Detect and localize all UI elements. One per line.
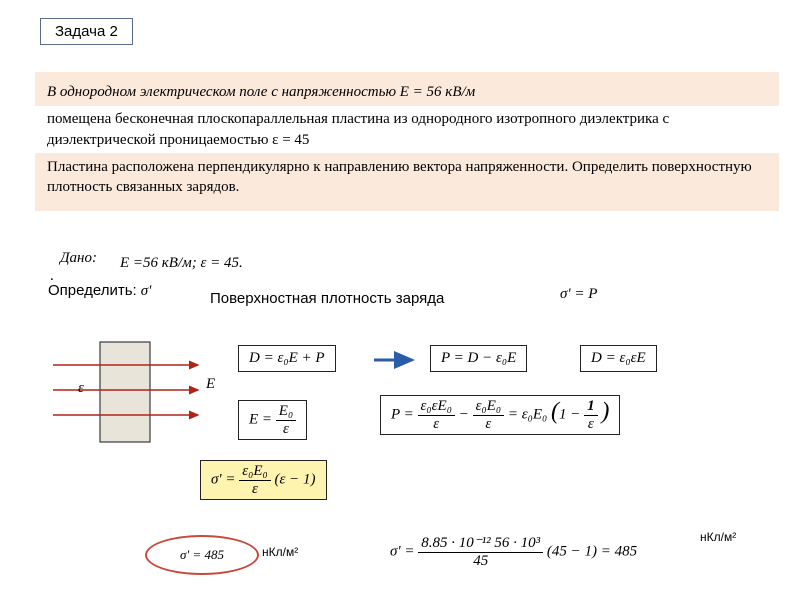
answer-oval: σ' = 485 — [145, 535, 259, 575]
diagram-e-vector: E⃗ — [206, 376, 227, 393]
diagram-svg — [48, 340, 218, 450]
unit-1: нКл/м² — [262, 545, 298, 559]
formula-p-long: P = ε₀εE₀ε − ε₀E₀ε = ε₀E₀ (1 − 1ε ) — [380, 395, 620, 435]
dielectric-diagram: ε E⃗ — [48, 340, 208, 440]
problem-statement: В однородном электрическом поле с напряж… — [35, 72, 779, 211]
formula-sigma-final: σ' = ε₀E₀ε (ε − 1) — [200, 460, 327, 500]
formula-d: D = ε₀E + P — [238, 345, 336, 372]
problem-line-1: В однородном электрическом поле с напряж… — [47, 82, 767, 102]
formula-sigma-p: σ' = P — [560, 286, 597, 303]
formula-d2: D = ε₀εE — [580, 345, 657, 372]
surface-density-label: Поверхностная плотность заряда — [210, 290, 444, 307]
problem-line-3: Пластина расположена перпендикулярно к н… — [47, 157, 767, 198]
task-label: Задача 2 — [40, 18, 133, 45]
unit-2: нКл/м² — [700, 530, 736, 544]
determine-label: Определить:σ' — [48, 282, 151, 300]
formula-p: P = D − ε₀E — [430, 345, 527, 372]
given-label: Дано: — [60, 250, 97, 267]
formula-e-frac: E = E₀ ε — [238, 400, 307, 440]
diagram-epsilon: ε — [78, 380, 84, 397]
problem-line-2: помещена бесконечная плоскопараллельная … — [35, 106, 779, 153]
formula-calc: σ' = 8.85 · 10⁻¹² 56 · 10³45 (45 − 1) = … — [390, 535, 637, 569]
given-values: E =56 кВ/м; ε = 45. — [120, 255, 243, 272]
arrow-icon — [372, 350, 422, 370]
